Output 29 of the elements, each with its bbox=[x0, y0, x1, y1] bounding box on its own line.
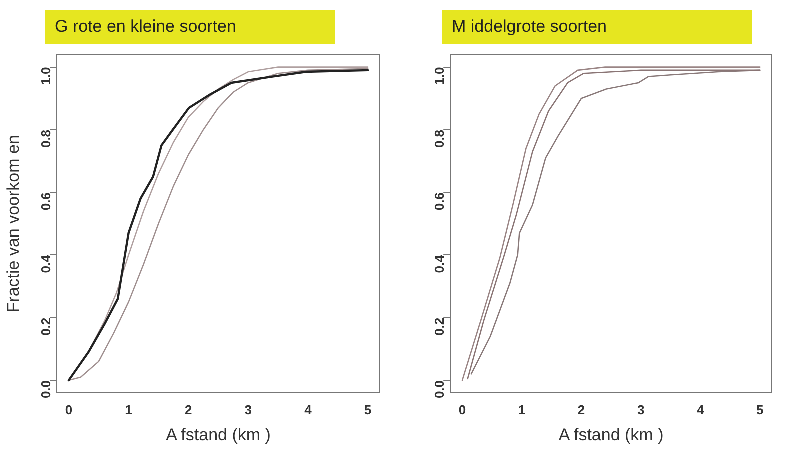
y-tick-label: 0.2 bbox=[432, 318, 448, 336]
y-tick-label: 0.8 bbox=[38, 130, 54, 148]
x-tick-label: 5 bbox=[756, 402, 764, 418]
x-axis-title: A fstand (km ) bbox=[166, 425, 271, 444]
x-tick-label: 2 bbox=[184, 402, 192, 418]
x-tick-label: 1 bbox=[518, 402, 526, 418]
x-tick-label: 0 bbox=[65, 402, 73, 418]
x-axis-title: A fstand (km ) bbox=[558, 425, 664, 444]
x-tick-label: 0 bbox=[458, 402, 466, 418]
y-tick-label: 1.0 bbox=[38, 67, 54, 86]
y-tick-label: 0.0 bbox=[432, 380, 448, 399]
y-tick-label: 0.8 bbox=[432, 130, 448, 148]
x-tick-label: 1 bbox=[125, 402, 132, 418]
chart-title: M iddelgrote soorten bbox=[442, 10, 752, 44]
x-tick-label: 4 bbox=[696, 402, 705, 418]
y-tick-label: 0.4 bbox=[432, 254, 448, 274]
x-tick-label: 2 bbox=[578, 402, 586, 418]
y-tick-label: 0.0 bbox=[38, 380, 54, 399]
x-tick-label: 3 bbox=[637, 402, 645, 418]
x-tick-label: 4 bbox=[304, 402, 313, 418]
y-tick-label: 1.0 bbox=[432, 67, 448, 86]
chart-title: G rote en kleine soorten bbox=[45, 10, 335, 44]
y-tick-label: 0.4 bbox=[38, 254, 54, 274]
y-axis-title: Fractie van voorkom en bbox=[4, 135, 23, 313]
x-tick-label: 3 bbox=[244, 402, 252, 418]
y-tick-label: 0.2 bbox=[38, 318, 54, 336]
y-tick-label: 0.6 bbox=[38, 192, 54, 211]
x-tick-label: 5 bbox=[364, 402, 372, 418]
y-tick-label: 0.6 bbox=[432, 192, 448, 211]
